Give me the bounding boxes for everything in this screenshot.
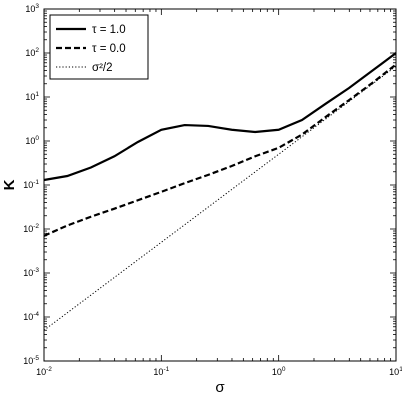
series-line-3 bbox=[43, 65, 397, 331]
y-tick-label: 10 3 bbox=[25, 3, 39, 14]
legend-label-3: σ²/2 bbox=[92, 62, 113, 74]
y-tick-label: 10 -3 bbox=[23, 267, 39, 278]
svg-text:10: 10 bbox=[23, 356, 33, 366]
x-tick-label: 10 -2 bbox=[36, 366, 52, 377]
y-axis-title: K bbox=[1, 179, 18, 190]
series-layer bbox=[43, 52, 397, 331]
tick-labels: 10 -2 10 -1 10 0 10 110 -510 -410 -310 -210 -110 010 1… bbox=[23, 3, 402, 377]
x-tick-label: 10 1 bbox=[389, 366, 402, 377]
svg-text:10: 10 bbox=[23, 224, 33, 234]
legend-label-1: τ = 1.0 bbox=[92, 24, 126, 36]
svg-text:-2: -2 bbox=[46, 366, 52, 373]
y-tick-label: 10 -1 bbox=[23, 179, 39, 190]
y-tick-label: 10 0 bbox=[25, 135, 39, 146]
x-axis-title: σ bbox=[215, 379, 225, 396]
plot-frame bbox=[43, 8, 397, 362]
svg-text:1: 1 bbox=[35, 91, 39, 98]
y-tick-label: 10 2 bbox=[25, 47, 39, 58]
svg-text:10: 10 bbox=[25, 136, 35, 146]
svg-text:10: 10 bbox=[272, 367, 282, 377]
svg-text:10: 10 bbox=[25, 4, 35, 14]
svg-text:10: 10 bbox=[23, 268, 33, 278]
svg-text:10: 10 bbox=[23, 180, 33, 190]
svg-text:10: 10 bbox=[25, 92, 35, 102]
svg-text:10: 10 bbox=[23, 312, 33, 322]
svg-text:-1: -1 bbox=[33, 179, 39, 186]
svg-text:10: 10 bbox=[25, 48, 35, 58]
y-tick-label: 10 -5 bbox=[23, 355, 39, 366]
svg-text:-2: -2 bbox=[33, 223, 39, 230]
svg-text:0: 0 bbox=[282, 366, 286, 373]
series-line-2 bbox=[43, 63, 397, 237]
legend: τ = 1.0 τ = 0.0 σ²/2 bbox=[49, 14, 149, 80]
x-tick-label: 10 -1 bbox=[153, 366, 169, 377]
x-tick-label: 10 0 bbox=[272, 366, 286, 377]
svg-text:10: 10 bbox=[389, 367, 399, 377]
series-line-1 bbox=[43, 52, 397, 182]
svg-text:-3: -3 bbox=[33, 267, 39, 274]
svg-text:3: 3 bbox=[35, 3, 39, 10]
y-tick-label: 10 1 bbox=[25, 91, 39, 102]
svg-text:-5: -5 bbox=[33, 355, 39, 362]
svg-text:1: 1 bbox=[399, 366, 402, 373]
y-tick-label: 10 -2 bbox=[23, 223, 39, 234]
svg-text:-4: -4 bbox=[33, 311, 39, 318]
svg-text:2: 2 bbox=[35, 47, 39, 54]
svg-text:10: 10 bbox=[153, 367, 163, 377]
svg-text:-1: -1 bbox=[163, 366, 169, 373]
y-tick-label: 10 -4 bbox=[23, 311, 39, 322]
svg-text:0: 0 bbox=[35, 135, 39, 142]
svg-text:10: 10 bbox=[36, 367, 46, 377]
legend-label-2: τ = 0.0 bbox=[92, 43, 126, 55]
